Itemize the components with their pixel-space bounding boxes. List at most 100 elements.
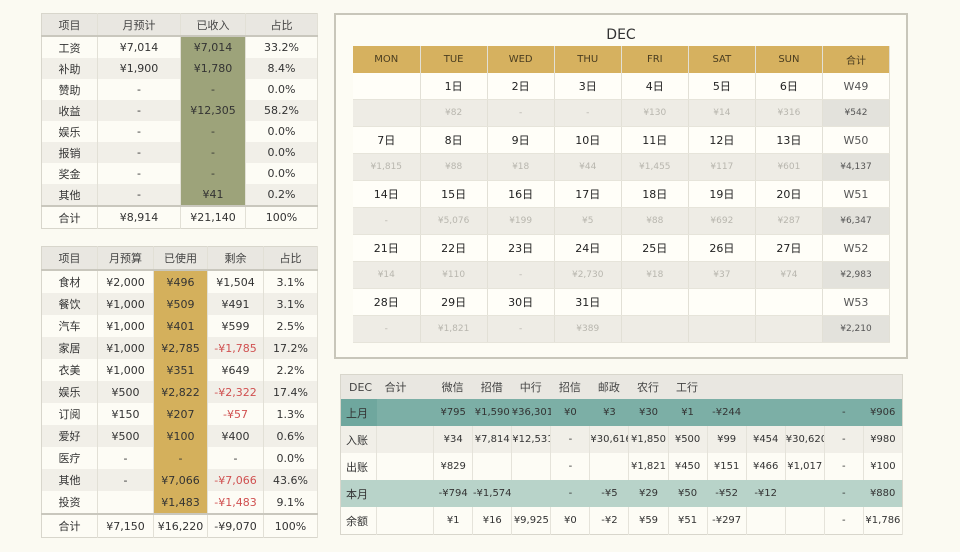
account-cell: ¥1,786	[863, 507, 904, 535]
day-cell: 6日	[755, 73, 823, 100]
cell: ¥2,785	[153, 337, 208, 359]
account-cell: ¥100	[863, 453, 904, 480]
account-header: 中行	[511, 374, 551, 399]
day-cell: 4日	[621, 73, 689, 100]
cell: ¥7,014	[180, 36, 246, 58]
row-label: 其他	[41, 184, 98, 206]
day-cell: 24日	[554, 234, 622, 262]
table-row: 订阅 ¥150 ¥207 -¥57 1.3%	[41, 403, 318, 425]
weekday-6: SUN	[755, 46, 823, 73]
day-amount: ¥37	[688, 261, 756, 289]
day-cell: 30日	[487, 288, 555, 316]
account-cell: -	[550, 480, 590, 507]
day-amount: ¥601	[755, 153, 823, 181]
cell: ¥599	[207, 315, 264, 337]
cell: ¥207	[153, 403, 208, 425]
week-label: W51	[822, 180, 891, 208]
account-cell: ¥1,821	[628, 453, 669, 480]
weekday-1: TUE	[420, 46, 488, 73]
row-label: 赞助	[41, 79, 98, 100]
account-cell	[376, 453, 435, 480]
table-row: 娱乐 - -0.0%	[41, 121, 318, 142]
account-cell: ¥3	[589, 399, 629, 426]
day-cell: 17日	[554, 180, 622, 208]
row-label: 报销	[41, 142, 98, 163]
day-amount: ¥316	[755, 99, 823, 127]
account-cell	[376, 507, 435, 535]
day-amount: ¥14	[353, 261, 421, 289]
day-cell: 31日	[554, 288, 622, 316]
accounts-header: DEC 合计 微信 招借 中行 招信 邮政 农行 工行	[340, 374, 903, 399]
day-amount: ¥5	[554, 207, 622, 235]
row-label: 娱乐	[41, 121, 98, 142]
column-header: 占比	[245, 13, 318, 37]
row-label: 上月	[340, 399, 377, 426]
account-cell: ¥30,620	[785, 426, 825, 453]
day-cell: 22日	[420, 234, 488, 262]
day-cell: 18日	[621, 180, 689, 208]
table-row: 其他 - ¥7,066 -¥7,066 43.6%	[41, 469, 318, 491]
account-header	[824, 374, 864, 399]
cell: 2.2%	[263, 359, 318, 381]
column-header: 项目	[41, 246, 98, 271]
day-cell: 10日	[554, 126, 622, 154]
cell: 0.0%	[245, 163, 318, 184]
cell: -	[180, 121, 246, 142]
account-cell: ¥34	[433, 426, 474, 453]
cell: 33.2%	[245, 36, 318, 58]
weekday-0: MON	[353, 46, 421, 73]
day-cell: 21日	[353, 234, 421, 262]
day-cell: 11日	[621, 126, 689, 154]
date-row: 21日 22日 23日 24日 25日 26日 27日 W52	[353, 234, 891, 262]
header-row: 项目 月预算 已使用 剩余 占比	[41, 246, 318, 271]
amount-row: - ¥1,821- ¥389 ¥2,210	[353, 315, 891, 343]
cell: ¥1,000	[97, 293, 154, 315]
row-label: 投资	[41, 491, 98, 514]
row-label: 餐饮	[41, 293, 98, 315]
account-header	[785, 374, 825, 399]
day-cell: 2日	[487, 73, 555, 100]
amount-row: ¥1,815 ¥88 ¥18 ¥44 ¥1,455 ¥117 ¥601 ¥4,137	[353, 153, 891, 181]
day-amount: ¥18	[487, 153, 555, 181]
account-cell: ¥59	[628, 507, 669, 535]
table-row: 娱乐 ¥500 ¥2,822 -¥2,322 17.4%	[41, 381, 318, 403]
day-amount: ¥88	[621, 207, 689, 235]
cell: -	[97, 447, 154, 469]
account-header: 邮政	[589, 374, 629, 399]
day-cell: 15日	[420, 180, 488, 208]
row-label: 家居	[41, 337, 98, 359]
cell: -¥2,322	[207, 381, 264, 403]
expense-table: 项目 月预算 已使用 剩余 占比 食材 ¥2,000 ¥496 ¥1,504 3.1% 餐饮 ¥1,0…	[41, 246, 318, 538]
cell: -¥7,066	[207, 469, 264, 491]
column-header: 已收入	[180, 13, 246, 37]
total-cell: 100%	[245, 205, 318, 229]
cell: ¥41	[180, 184, 246, 206]
table-row: 补助 ¥1,900 ¥1,780 8.4%	[41, 58, 318, 79]
cell: ¥100	[153, 425, 208, 447]
account-cell	[785, 480, 825, 507]
day-amount: ¥117	[688, 153, 756, 181]
cell: ¥500	[97, 381, 154, 403]
day-amount: ¥2,730	[554, 261, 622, 289]
column-header: 剩余	[207, 246, 264, 271]
cell: ¥7,014	[97, 36, 181, 58]
day-cell: 9日	[487, 126, 555, 154]
day-amount: ¥1,455	[621, 153, 689, 181]
account-cell: ¥1	[668, 399, 708, 426]
account-cell	[376, 426, 435, 453]
day-cell: 29日	[420, 288, 488, 316]
day-amount: ¥199	[487, 207, 555, 235]
account-header: DEC	[340, 374, 377, 399]
cell: ¥491	[207, 293, 264, 315]
day-amount: ¥692	[688, 207, 756, 235]
account-cell: -¥5	[589, 480, 629, 507]
total-cell: ¥21,140	[180, 205, 246, 229]
cell: ¥7,066	[153, 469, 208, 491]
day-amount: ¥88	[420, 153, 488, 181]
account-cell	[376, 399, 434, 426]
cell: 0.0%	[263, 447, 318, 469]
cell: ¥351	[153, 359, 208, 381]
table-row: 食材 ¥2,000 ¥496 ¥1,504 3.1%	[41, 270, 318, 293]
table-row: 投资 ¥1,483 -¥1,483 9.1%	[41, 491, 318, 514]
day-cell: 20日	[755, 180, 823, 208]
